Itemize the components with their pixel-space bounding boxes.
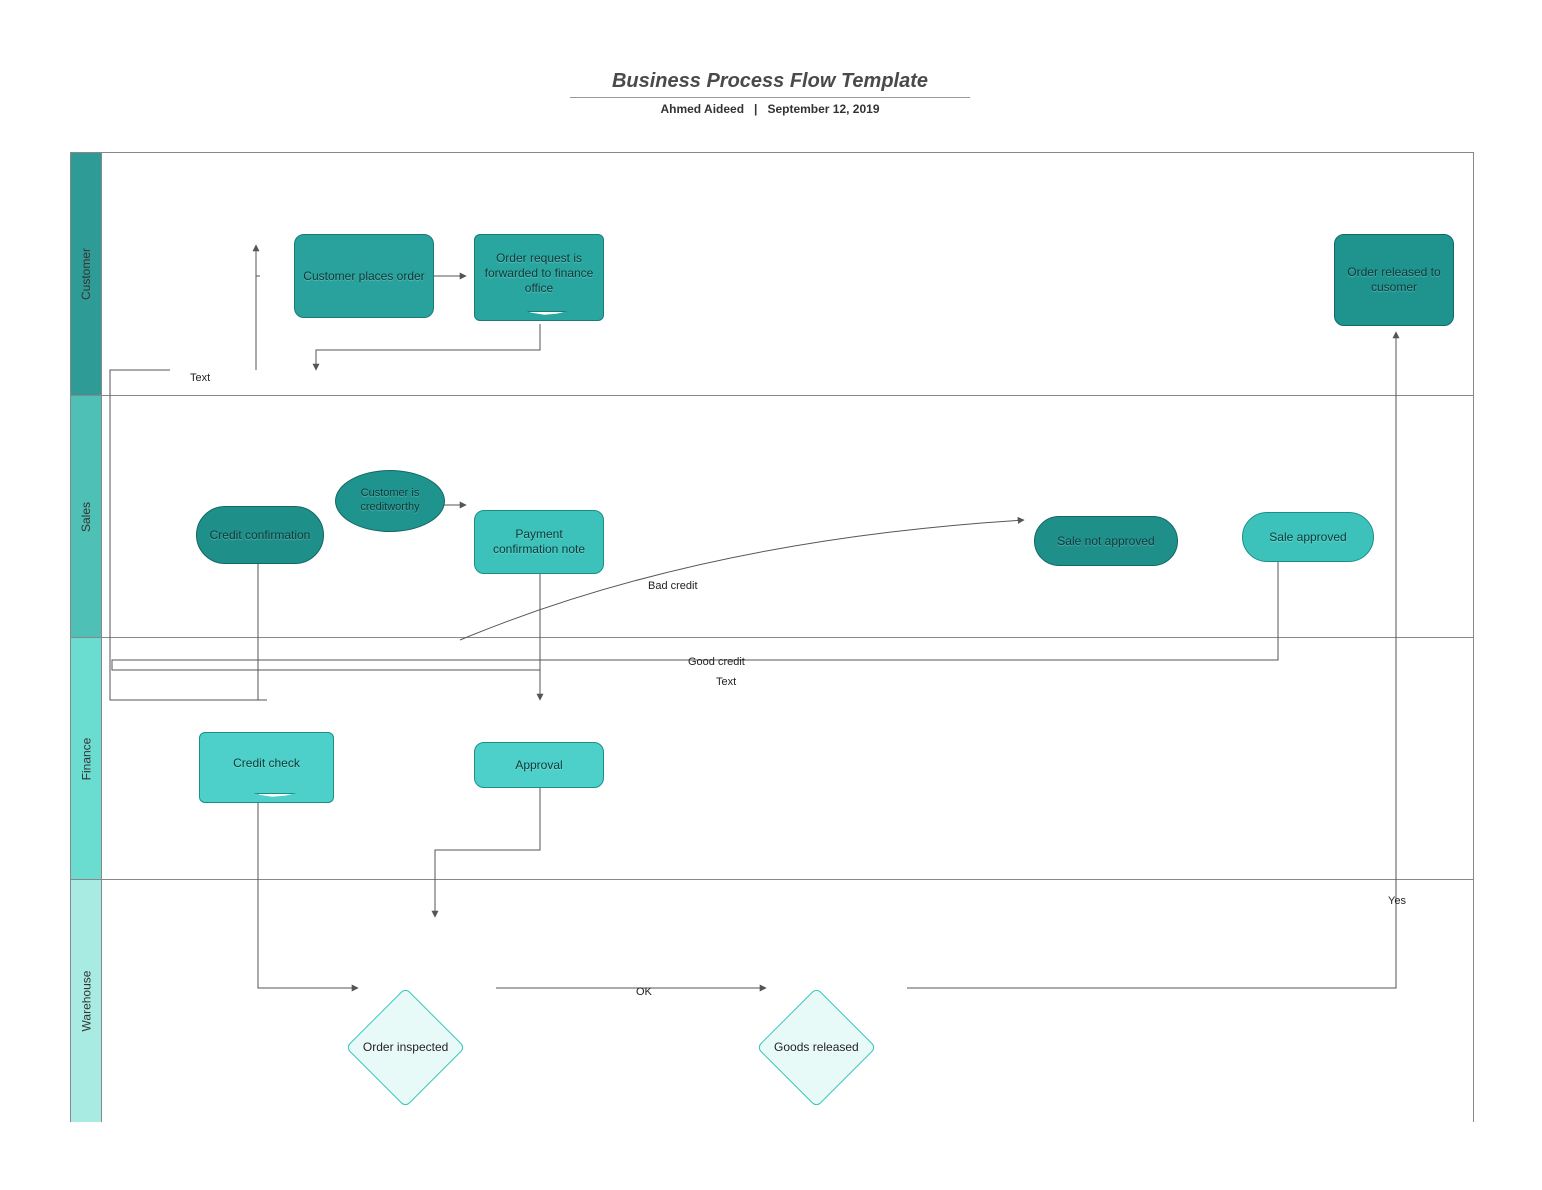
title-main: Business Process Flow Template Business … [570, 70, 970, 98]
lane-label: Sales [79, 502, 93, 532]
edge-label-0: Text [190, 372, 210, 384]
node-n_order: Customer places order [294, 234, 434, 318]
node-n_forward: Order request is forwarded to finance of… [474, 234, 604, 312]
lane-header-finance: Finance [71, 638, 101, 880]
node-n_payconf: Payment confirmation note [474, 510, 604, 574]
edge-label-3: Text [716, 676, 736, 688]
title-block: Business Process Flow Template Business … [570, 70, 970, 116]
node-n_creditconf: Credit confirmation [196, 506, 324, 564]
edge-label-2: Good credit [688, 656, 745, 668]
node-n_release: Order released to cusomer [1334, 234, 1454, 326]
lane-header-customer: Customer [71, 153, 101, 395]
edge-label-5: Yes [1388, 895, 1406, 907]
title-author: Ahmed Aideed [660, 102, 744, 116]
title-main-text: Business Process Flow Template [612, 70, 928, 92]
lane-label: Customer [79, 248, 93, 300]
node-n_approval: Approval [474, 742, 604, 788]
edge-label-1: Bad credit [648, 580, 698, 592]
lane-header-warehouse: Warehouse [71, 880, 101, 1122]
title-subtitle: Ahmed Aideed | September 12, 2019 [570, 102, 970, 116]
node-label: Goods released [774, 1039, 859, 1054]
lane-header-sales: Sales [71, 396, 101, 638]
swimlane-container: Customer Sales Finance Warehouse [70, 152, 1474, 1122]
lane-body [101, 880, 1473, 1122]
node-label: Order inspected [362, 1039, 447, 1054]
page-canvas: Business Process Flow Template Business … [0, 0, 1542, 1190]
node-n_credworthy: Customer is creditworthy [335, 470, 445, 532]
lane-label: Warehouse [79, 971, 93, 1032]
lane-warehouse: Warehouse [71, 879, 1473, 1122]
node-n_saleok: Sale approved [1242, 512, 1374, 562]
lane-label: Finance [79, 738, 93, 781]
edge-label-4: OK [636, 986, 652, 998]
node-n_salenot: Sale not approved [1034, 516, 1178, 566]
lane-customer: Customer [71, 153, 1473, 395]
node-n_credcheck: Credit check [199, 732, 334, 794]
title-date: September 12, 2019 [767, 102, 879, 116]
title-separator: | [747, 102, 764, 116]
